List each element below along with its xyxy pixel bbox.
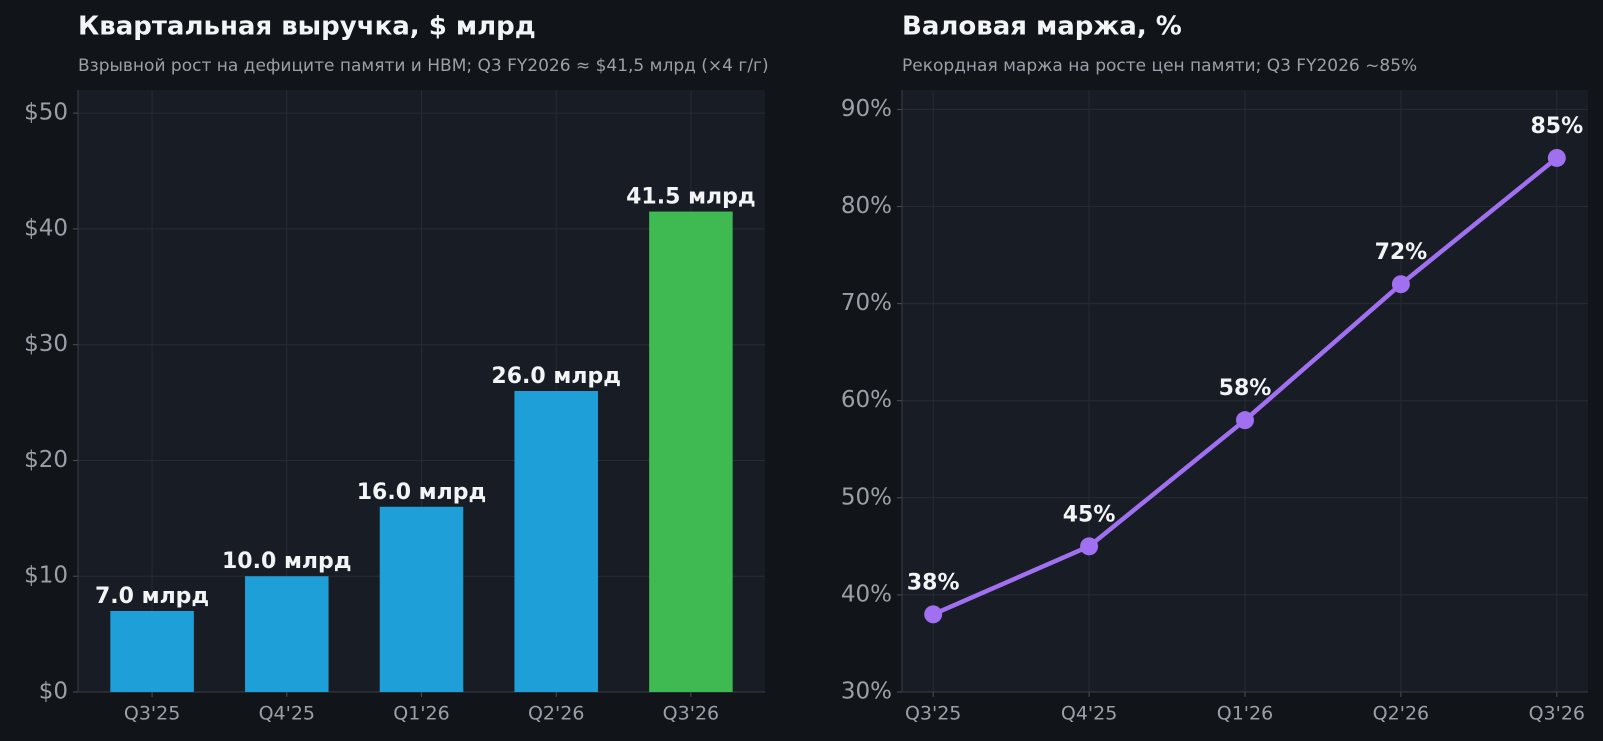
y-tick-label: 60% <box>841 387 892 413</box>
y-tick-label: $30 <box>24 331 68 357</box>
value-label: 41.5 млрд <box>626 185 756 210</box>
chart-subtitle: Рекордная маржа на росте цен памяти; Q3 … <box>902 56 1417 76</box>
x-tick-label: Q3'26 <box>663 703 719 725</box>
x-tick-label: Q2'26 <box>528 703 584 725</box>
chart-subtitle: Взрывной рост на дефиците памяти и HBM; … <box>78 56 769 76</box>
x-tick-label: Q1'26 <box>1217 703 1273 725</box>
bar <box>110 610 194 692</box>
y-tick-label: $0 <box>39 679 68 705</box>
value-label: 85% <box>1530 114 1583 139</box>
y-tick-label: 50% <box>841 484 892 510</box>
y-tick-label: 40% <box>841 581 892 607</box>
point <box>1547 148 1566 167</box>
y-tick-label: 70% <box>841 290 892 316</box>
value-label: 58% <box>1219 376 1272 401</box>
y-tick-label: $20 <box>24 447 68 473</box>
bar <box>379 506 464 692</box>
x-tick-label: Q3'25 <box>905 703 961 725</box>
value-label: 38% <box>907 570 960 595</box>
x-tick-label: Q3'25 <box>124 703 180 725</box>
x-tick-label: Q3'26 <box>1529 703 1585 725</box>
point <box>1080 537 1099 556</box>
chart-title: Валовая маржа, % <box>902 12 1182 42</box>
bar <box>514 391 598 692</box>
value-label: 45% <box>1063 502 1116 527</box>
value-label: 16.0 млрд <box>357 480 487 505</box>
bar <box>245 576 329 692</box>
x-tick-label: Q2'26 <box>1373 703 1429 725</box>
x-tick-label: Q4'25 <box>1061 703 1117 725</box>
point <box>1391 275 1410 294</box>
y-tick-label: $40 <box>24 215 68 241</box>
point <box>1236 411 1254 430</box>
value-label: 7.0 млрд <box>95 584 209 609</box>
bar <box>649 211 733 693</box>
y-tick-label: 90% <box>841 96 892 122</box>
y-tick-label: 30% <box>841 679 892 705</box>
y-tick-label: 80% <box>841 193 892 219</box>
value-label: 26.0 млрд <box>491 364 621 389</box>
x-tick-label: Q1'26 <box>393 703 449 725</box>
value-label: 72% <box>1375 240 1428 265</box>
x-tick-label: Q4'25 <box>259 703 315 725</box>
y-tick-label: $10 <box>24 563 68 589</box>
y-tick-label: $50 <box>24 100 68 126</box>
point <box>924 605 943 624</box>
value-label: 10.0 млрд <box>222 549 352 574</box>
chart-title: Квартальная выручка, $ млрд <box>78 12 536 42</box>
